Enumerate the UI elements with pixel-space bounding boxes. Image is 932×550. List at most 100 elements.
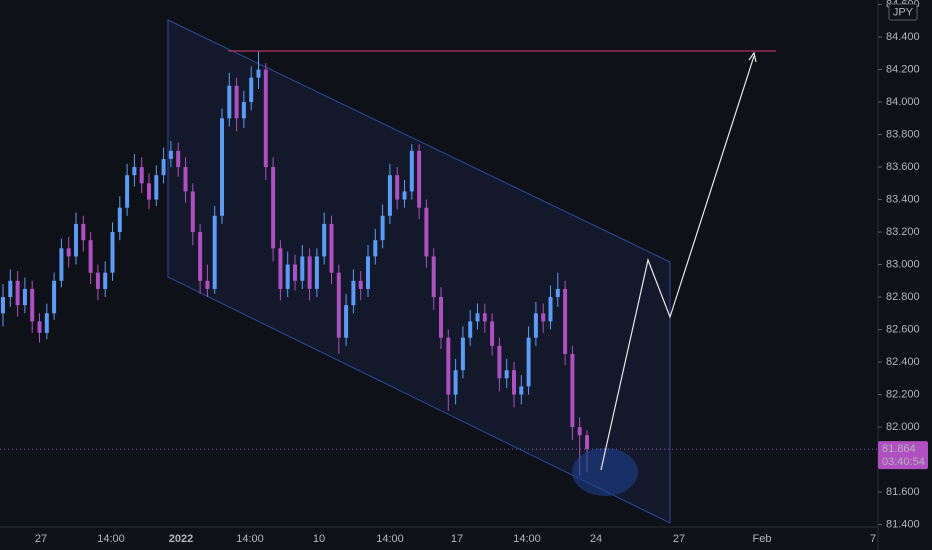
candle-body	[468, 321, 473, 338]
candle-body	[220, 118, 224, 216]
candle-body	[533, 313, 538, 338]
candle-body	[168, 150, 173, 159]
candle-body	[44, 313, 49, 333]
candle-body	[541, 313, 546, 322]
candle-body	[577, 427, 582, 436]
candle-body	[380, 215, 385, 241]
y-tick-label: 84.000	[886, 96, 920, 108]
candle-body	[132, 167, 137, 176]
countdown-label: 03:40:54	[882, 456, 925, 468]
y-tick-label: 81.600	[886, 486, 920, 498]
x-tick-label: 14:00	[513, 533, 541, 545]
candle-body	[395, 175, 400, 200]
candle-body	[278, 248, 283, 289]
candle-body	[154, 175, 159, 200]
candle-body	[482, 313, 487, 322]
candle-body	[351, 280, 356, 306]
y-tick-label: 84.200	[886, 63, 920, 75]
x-tick-label: 27	[673, 533, 685, 545]
candle-body	[314, 256, 319, 289]
candle-body	[15, 280, 20, 306]
candle-body	[519, 386, 524, 395]
x-tick-label: 14:00	[97, 533, 125, 545]
candle-body	[249, 77, 254, 103]
candle-body	[147, 183, 151, 200]
y-tick-label: 83.000	[886, 258, 920, 270]
y-tick-label: 83.600	[886, 161, 920, 173]
candle-body	[453, 370, 458, 395]
candle-body	[241, 102, 246, 119]
channel	[167, 19, 671, 524]
candle-body	[417, 150, 422, 208]
candle-body	[30, 288, 35, 322]
candle-body	[66, 248, 71, 257]
candle-body	[387, 175, 392, 216]
x-tick-label: 17	[451, 533, 463, 545]
candle-body	[555, 288, 560, 298]
candle-body	[322, 223, 327, 257]
candle-body	[22, 288, 27, 306]
candle-body	[424, 207, 429, 257]
candle-body	[373, 240, 378, 257]
y-tick-label: 83.200	[886, 226, 920, 238]
last-price-box	[878, 441, 928, 470]
candle-body	[1, 297, 5, 314]
candle-body	[125, 175, 130, 208]
candle-body	[512, 370, 516, 395]
candle-body	[439, 297, 443, 338]
last-price-label: 81.864	[882, 443, 916, 455]
candle-body	[183, 167, 188, 192]
candle-body	[110, 232, 115, 273]
candle-body	[344, 305, 349, 338]
y-tick-label: 82.800	[886, 291, 920, 303]
candle-body	[563, 288, 568, 354]
candle-body	[585, 435, 589, 450]
arrow-head	[748, 51, 757, 63]
candle-body	[74, 223, 78, 257]
candle-body	[161, 158, 166, 176]
candle-body	[176, 150, 181, 168]
candle-body	[548, 297, 553, 322]
projection-arrow	[600, 55, 755, 471]
candle-body	[329, 223, 334, 273]
candle-body	[402, 191, 407, 200]
candle-body	[8, 280, 13, 298]
y-tick-label: 82.400	[886, 356, 920, 368]
candle-body	[431, 256, 436, 298]
candle-body	[446, 337, 451, 395]
candle-body	[358, 280, 363, 289]
candle-body	[234, 85, 239, 119]
x-tick-label: 14:00	[236, 533, 264, 545]
candle-body	[117, 207, 122, 233]
candle-body	[504, 370, 509, 379]
candle-body	[460, 337, 465, 371]
x-tick-label: 14:00	[376, 533, 404, 545]
candle-body	[256, 69, 261, 78]
x-tick-label: 10	[313, 533, 325, 545]
candle-body	[263, 69, 268, 168]
x-tick-label: 24	[590, 533, 602, 545]
y-tick-label: 83.800	[886, 128, 920, 140]
candle-body	[52, 280, 57, 314]
y-tick-label: 82.200	[886, 388, 920, 400]
candle-body	[198, 232, 203, 281]
candle-body	[95, 272, 100, 289]
candle-body	[526, 337, 531, 387]
candles	[1, 51, 589, 476]
candle-body	[103, 272, 108, 289]
candle-body	[88, 240, 93, 273]
candle-body	[497, 345, 502, 379]
candle-body	[307, 256, 312, 289]
x-tick-label: Feb	[753, 533, 772, 545]
x-tick-label: 27	[35, 533, 47, 545]
y-tick-label: 81.400	[886, 518, 920, 530]
x-tick-label: 2022	[169, 533, 193, 545]
x-tick-label: 7	[870, 533, 876, 545]
candle-body	[212, 215, 217, 289]
candle-body	[366, 256, 370, 289]
candle-body	[81, 223, 86, 241]
overlay	[572, 51, 757, 496]
y-tick-label: 84.400	[886, 31, 920, 43]
